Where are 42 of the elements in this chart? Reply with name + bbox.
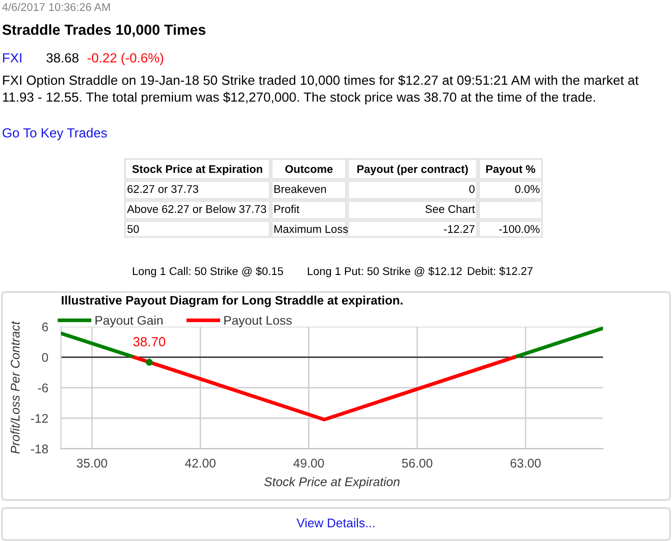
- text: -0.22 (-0.6%): [88, 52, 164, 66]
- x-tick-label: 63.00: [510, 458, 541, 468]
- text: Long 1 Put: 50 Strike @ $12.12: [308, 266, 462, 278]
- text: 0.0%: [515, 185, 540, 193]
- text: 62.27 or 37.73: [128, 185, 198, 193]
- x-tick-label: 49.00: [293, 458, 324, 468]
- text: -100.0%: [499, 225, 540, 233]
- chart-title: Illustrative Payout Diagram for Long Straddle at expiration.: [62, 296, 402, 308]
- text: -12.27: [444, 225, 474, 233]
- text: FXI Option Straddle on 19-Jan-18 50 Strike traded 10,000 times for $12.27 at 09:51:21 AM with the market at 11.93 - 12.55. The total premium was $12,270,000. The stock price was 38.70 at the time of the trade.: [3, 75, 639, 104]
- y-tick-label: 6: [42, 322, 48, 332]
- y-axis-title: Profit/Loss Per Contract: [10, 320, 20, 454]
- text: 4/6/2017 10:36:26 AM: [2, 2, 110, 11]
- y-tick-label: -18: [30, 444, 48, 454]
- text: View Details...: [296, 518, 374, 528]
- annotation: 38.70: [133, 337, 166, 346]
- y-tick-label: 0: [42, 353, 48, 362]
- text: Straddle Trades 10,000 Times: [2, 24, 206, 38]
- text: Profit: [274, 204, 300, 213]
- x-tick-label: 35.00: [76, 458, 108, 468]
- legend-label: Payout Gain: [96, 316, 163, 328]
- text: See Chart: [425, 204, 475, 213]
- text: Debit: $12.27: [468, 266, 533, 276]
- text: FXI: [3, 53, 22, 62]
- x-tick-label: 56.00: [402, 458, 432, 468]
- text: Payout %: [486, 165, 536, 176]
- y-tick-label: -6: [38, 384, 48, 392]
- x-axis-title: Stock Price at Expiration: [264, 477, 400, 489]
- y-tick-label: -12: [30, 414, 48, 423]
- legend-label: Payout Loss: [224, 316, 292, 328]
- text: Long 1 Call: 50 Strike @ $0.15: [132, 266, 284, 278]
- text: 38.68: [46, 53, 78, 63]
- text: Payout (per contract): [357, 164, 468, 176]
- text: Maximum Loss: [274, 224, 348, 233]
- text: Above 62.27 or Below 37.73: [127, 204, 266, 213]
- text: 0: [469, 185, 475, 193]
- text: Outcome: [285, 165, 333, 173]
- x-tick-label: 42.00: [185, 458, 216, 468]
- text: Breakeven: [274, 184, 326, 193]
- text: 50: [127, 225, 139, 233]
- text: Go To Key Trades: [2, 128, 107, 140]
- text: Stock Price at Expiration: [132, 164, 262, 176]
